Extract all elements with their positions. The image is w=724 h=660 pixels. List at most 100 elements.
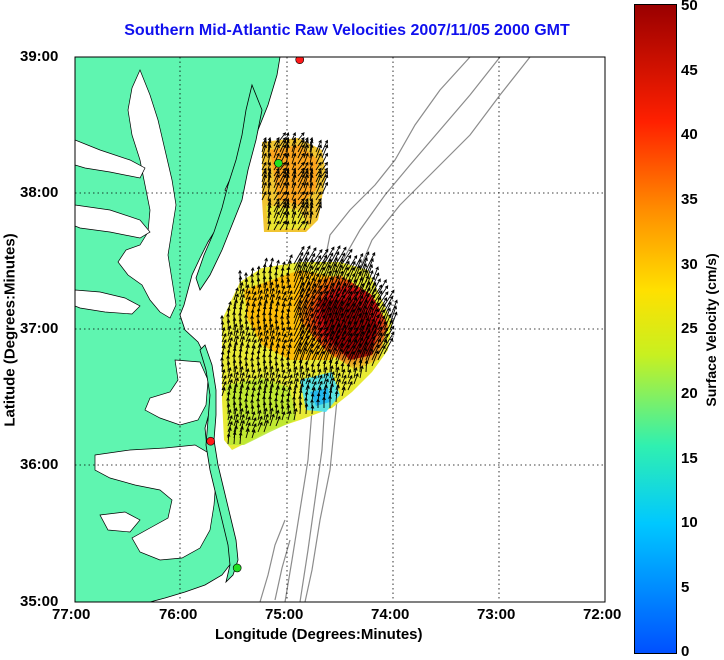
colorbar-label: Surface Velocity (cm/s) [703,253,719,407]
velocity-arrow [297,144,305,159]
velocity-arrow [233,413,239,427]
velocity-arrow [299,365,304,379]
velocity-arrow [275,325,280,337]
velocity-arrow [383,325,395,343]
velocity-arrow [371,272,380,289]
velocity-arrow [251,417,257,427]
velocity-arrow [323,288,335,307]
velocity-arrow [297,139,305,153]
velocity-arrow [275,283,280,295]
velocity-arrow [303,152,309,165]
velocity-arrow [238,395,242,409]
velocity-arrow [335,300,344,319]
velocity-arrow [347,338,358,355]
velocity-arrow [311,368,316,379]
velocity-vectors [220,131,398,445]
velocity-arrow [341,380,347,391]
velocity-arrow [309,152,314,165]
velocity-arrow [347,380,353,391]
velocity-arrow [261,144,267,159]
velocity-arrow [279,170,287,183]
velocity-arrow [365,293,376,313]
velocity-arrow [321,181,329,195]
velocity-arrow [245,368,250,379]
velocity-arrow [269,293,275,307]
velocity-arrow [269,281,274,295]
velocity-arrow [364,359,369,373]
velocity-arrow [281,333,287,343]
velocity-arrow [303,211,309,225]
velocity-arrow [335,318,345,337]
velocity-arrow [383,289,395,307]
velocity-arrow [299,311,308,331]
velocity-arrow [297,137,305,147]
velocity-arrow [244,362,249,373]
velocity-arrow [358,359,363,373]
velocity-arrow [323,264,331,283]
velocity-arrow [323,330,335,349]
velocity-arrow [239,281,244,295]
velocity-arrow [238,431,243,445]
velocity-arrow [239,407,244,421]
velocity-arrow [251,411,256,421]
velocity-arrow [335,330,347,349]
velocity-arrow [311,272,320,289]
velocity-arrow [329,275,339,295]
velocity-arrow [377,315,386,331]
velocity-arrow [273,174,280,189]
velocity-arrow [238,359,243,373]
velocity-arrow [273,220,280,231]
velocity-arrow [347,302,356,319]
colorbar-tick: 35 [681,191,698,208]
velocity-arrow [280,405,285,415]
velocity-arrow [371,320,381,337]
velocity-arrow [329,329,341,349]
velocity-arrow [304,402,309,415]
y-tick: 39:00 [20,48,59,65]
velocity-arrow [299,329,311,349]
velocity-arrow [226,402,231,415]
velocity-arrow [305,319,315,337]
velocity-arrow [269,377,275,391]
velocity-arrow [334,360,339,373]
velocity-arrow [311,374,317,385]
velocity-arrow [256,271,260,283]
velocity-arrow [303,191,309,201]
velocity-arrow [299,335,310,355]
velocity-arrow [303,204,309,219]
velocity-arrow [310,404,315,415]
velocity-arrow [305,247,317,265]
velocity-arrow [280,363,285,373]
velocity-arrow [292,395,296,409]
velocity-arrow [269,287,275,301]
velocity-arrow [251,423,257,433]
velocity-arrow [239,323,244,337]
velocity-arrow [335,276,345,295]
velocity-arrow [341,368,346,379]
velocity-arrow [263,287,269,301]
velocity-arrow [317,278,327,295]
velocity-arrow [261,139,267,153]
velocity-arrow [293,257,302,277]
velocity-arrow [335,258,344,277]
velocity-arrow [317,248,329,265]
velocity-arrow [341,248,353,265]
velocity-arrow [257,289,263,301]
velocity-arrow [321,144,329,159]
velocity-arrow [239,287,245,301]
velocity-arrow [227,373,233,385]
velocity-arrow [389,299,398,319]
velocity-arrow [285,174,290,189]
velocity-arrow [353,294,364,313]
velocity-arrow [263,329,269,343]
velocity-arrow [297,152,305,165]
velocity-arrow [293,281,305,301]
velocity-arrow [279,181,287,195]
velocity-arrow [298,401,303,415]
velocity-arrow [250,363,255,373]
velocity-arrow [317,326,329,343]
velocity-arrow [371,344,380,361]
velocity-arrow [221,386,226,397]
velocity-arrow [323,300,332,319]
velocity-arrow [297,211,305,225]
